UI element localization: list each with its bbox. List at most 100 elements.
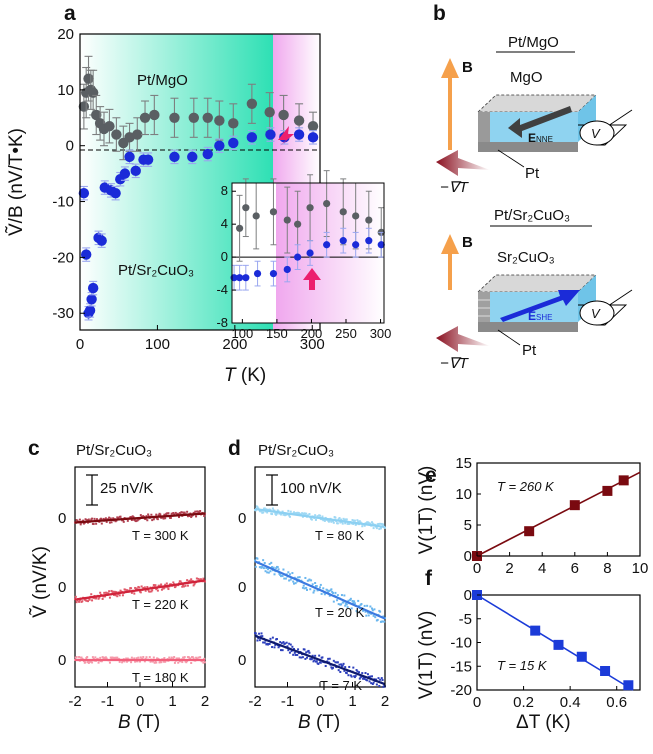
d-trace1-pt-133 bbox=[362, 609, 365, 612]
point-a-1-17 bbox=[169, 151, 180, 163]
c-trace0-pt-138 bbox=[186, 510, 189, 513]
inset-point-1-5 bbox=[283, 265, 291, 274]
grad-arrow-top bbox=[436, 150, 490, 176]
d-trace2-pt-128 bbox=[358, 671, 360, 674]
d-trace1-pt-102 bbox=[336, 594, 339, 597]
d-trace1-pt-73 bbox=[313, 589, 316, 592]
c-trace0-pt-131 bbox=[180, 511, 183, 514]
d-trace0-pt-24 bbox=[273, 509, 276, 512]
d-trace2-pt-43 bbox=[288, 651, 291, 654]
f-point-4 bbox=[600, 666, 611, 676]
d-trace1-pt-81 bbox=[319, 583, 322, 586]
f-ytick-label-1: -5 bbox=[459, 611, 472, 628]
inset-point-0-1 bbox=[242, 204, 250, 212]
d-trace2-pt-45 bbox=[290, 650, 293, 653]
d-trace0-pt-83 bbox=[321, 515, 324, 518]
c-trace2-pt-58 bbox=[121, 661, 124, 664]
grad-arrow-bottom bbox=[436, 326, 490, 352]
d-trace0-pt-55 bbox=[298, 512, 301, 515]
c-trace0-pt-47 bbox=[112, 517, 115, 520]
inset-point-1-2 bbox=[242, 274, 250, 282]
c-trace1-pt-133 bbox=[182, 584, 185, 587]
trace-label-c180: T = 180 K bbox=[132, 670, 189, 685]
d-trace1-pt-151 bbox=[376, 618, 379, 621]
d-trace1-pt-147 bbox=[373, 608, 376, 611]
d-trace0-pt-1 bbox=[254, 509, 257, 512]
d-trace1-pt-114 bbox=[346, 606, 349, 609]
point-a-1-7 bbox=[96, 235, 107, 246]
c-trace1-pt-43 bbox=[108, 596, 111, 599]
d-trace1-pt-99 bbox=[334, 591, 337, 594]
d-trace1-pt-48 bbox=[293, 582, 295, 585]
y-axis-label-e: V(1T) (nV) bbox=[416, 466, 437, 555]
d-trace0-pt-59 bbox=[301, 515, 304, 518]
d-trace0-pt-126 bbox=[356, 519, 359, 522]
d-trace1-pt-137 bbox=[365, 614, 368, 617]
d-trace2-pt-63 bbox=[305, 651, 308, 654]
d-trace2-pt-29 bbox=[277, 646, 280, 649]
panel-label-d: d bbox=[228, 437, 241, 460]
d-trace2-pt-7 bbox=[259, 635, 262, 638]
f-xtick-label-0: 0 bbox=[473, 694, 481, 711]
trace-label-d7: T = 7 K bbox=[320, 678, 362, 693]
f-point-1 bbox=[530, 625, 541, 636]
d-trace0-pt-99 bbox=[334, 516, 337, 519]
c-trace0-pt-43 bbox=[108, 521, 111, 524]
c-trace2-pt-55 bbox=[118, 660, 121, 663]
d-trace2-pt-27 bbox=[275, 638, 278, 641]
c-trace0-pt-94 bbox=[150, 513, 153, 516]
c-trace1-pt-113 bbox=[165, 582, 168, 585]
d-trace1-pt-121 bbox=[352, 601, 355, 604]
label-pt-mgo: Pt/MgO bbox=[137, 72, 188, 89]
inset-point-0-4 bbox=[283, 216, 291, 224]
d-trace1-pt-101 bbox=[336, 599, 339, 602]
d-trace0-pt-86 bbox=[323, 519, 326, 522]
c-trace1-pt-45 bbox=[110, 589, 113, 592]
panel-label-f: f bbox=[425, 567, 433, 590]
e-point-1 bbox=[524, 526, 535, 537]
inset-point-1-4 bbox=[269, 269, 278, 278]
d-trace1-pt-107 bbox=[340, 594, 343, 597]
d-trace1-pt-80 bbox=[319, 586, 321, 589]
d-trace2-pt-138 bbox=[366, 679, 369, 682]
d-trace1-pt-106 bbox=[340, 603, 343, 606]
inset-point-1-9 bbox=[339, 237, 347, 245]
c-trace2-pt-29 bbox=[97, 661, 100, 664]
c-trace2-pt-38 bbox=[104, 656, 107, 659]
inset-ytick-label-1: 4 bbox=[221, 216, 228, 231]
inset-xtick-label-2: 200 bbox=[301, 326, 323, 341]
c-trace1-pt-6 bbox=[78, 599, 81, 602]
c-trace1-pt-9 bbox=[81, 600, 84, 603]
c-trace2-pt-106 bbox=[160, 661, 163, 664]
c-trace1-pt-55 bbox=[118, 594, 121, 597]
point-a-0-17 bbox=[202, 112, 213, 123]
pt-label-bottom: Pt bbox=[522, 342, 537, 359]
c-trace1-pt-21 bbox=[91, 599, 94, 602]
d-trace2-pt-129 bbox=[358, 677, 361, 680]
annotation-e: T = 260 K bbox=[497, 479, 555, 494]
c-trace1-pt-143 bbox=[190, 578, 193, 581]
d-trace2-pt-25 bbox=[274, 643, 277, 646]
c-trace2-pt-116 bbox=[168, 656, 171, 659]
d-trace1-pt-31 bbox=[279, 573, 282, 576]
d-trace0-pt-116 bbox=[348, 522, 351, 525]
e-nne-label: ENNE bbox=[528, 131, 553, 145]
d-trace1-pt-43 bbox=[288, 573, 291, 576]
d-trace0-pt-42 bbox=[288, 514, 291, 517]
d-trace1-pt-63 bbox=[305, 586, 308, 589]
d-trace0-pt-25 bbox=[274, 512, 277, 515]
d-trace2-pt-108 bbox=[341, 664, 344, 667]
pink-arrow-a bbox=[278, 126, 294, 146]
inset-points bbox=[230, 170, 385, 291]
d-trace2-pt-18 bbox=[268, 642, 271, 645]
c-trace1-pt-130 bbox=[179, 580, 182, 583]
c-trace0-pt-149 bbox=[195, 515, 198, 518]
c-trace0-pt-38 bbox=[104, 517, 107, 520]
f-point-3 bbox=[576, 651, 587, 662]
point-a-1-12 bbox=[119, 168, 131, 179]
c-trace2-pt-70 bbox=[130, 656, 133, 659]
d-trace0-pt-12 bbox=[263, 507, 266, 510]
d-trace1-pt-141 bbox=[368, 612, 371, 615]
c-trace2-pt-104 bbox=[158, 661, 161, 664]
d-trace0-pt-146 bbox=[372, 527, 375, 530]
